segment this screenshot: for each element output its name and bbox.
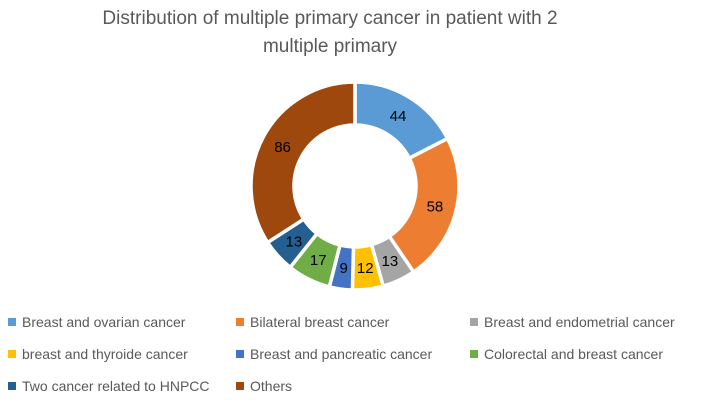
slice-value-label: 44 <box>390 108 407 125</box>
legend-label: Breast and pancreatic cancer <box>250 345 433 362</box>
legend-swatch-icon <box>8 349 16 358</box>
legend-item: breast and thyroide cancer <box>8 343 236 364</box>
slice-value-label: 9 <box>340 260 348 277</box>
chart-title: Distribution of multiple primary cancer … <box>0 5 660 61</box>
legend-label: Bilateral breast cancer <box>250 313 390 330</box>
legend-label: breast and thyroide cancer <box>22 345 188 362</box>
legend-swatch-icon <box>470 349 478 358</box>
slice-value-label: 17 <box>310 252 327 269</box>
pie-slice <box>249 80 357 245</box>
legend-item: Breast and pancreatic cancer <box>236 343 470 364</box>
slice-value-label: 13 <box>382 253 399 270</box>
chart-title-line2: multiple primary <box>262 36 398 57</box>
legend-item: Others <box>236 375 470 396</box>
legend-label: Two cancer related to HNPCC <box>22 377 210 394</box>
legend-label: Others <box>250 377 293 394</box>
legend-item: Bilateral breast cancer <box>236 311 470 332</box>
legend-item: Colorectal and breast cancer <box>470 343 705 364</box>
legend-swatch-icon <box>470 317 478 326</box>
legend-item: Breast and ovarian cancer <box>8 311 236 332</box>
legend-swatch-icon <box>236 317 244 326</box>
legend-label: Colorectal and breast cancer <box>484 345 663 362</box>
slice-value-label: 58 <box>427 199 444 216</box>
legend-label: Breast and ovarian cancer <box>22 313 186 330</box>
chart-legend: Breast and ovarian cancer Bilateral breas… <box>8 311 705 396</box>
slice-value-label: 86 <box>274 139 291 156</box>
legend-swatch-icon <box>8 381 16 390</box>
legend-swatch-icon <box>236 349 244 358</box>
slice-value-label: 12 <box>357 260 374 277</box>
chart-title-line1: Distribution of multiple primary cancer … <box>102 8 558 29</box>
legend-label: Breast and endometrial cancer <box>484 313 675 330</box>
legend-item: Breast and endometrial cancer <box>470 311 705 332</box>
legend-swatch-icon <box>8 317 16 326</box>
legend-item: Two cancer related to HNPCC <box>8 375 236 396</box>
slice-value-label: 13 <box>285 234 302 251</box>
legend-swatch-icon <box>236 381 244 390</box>
